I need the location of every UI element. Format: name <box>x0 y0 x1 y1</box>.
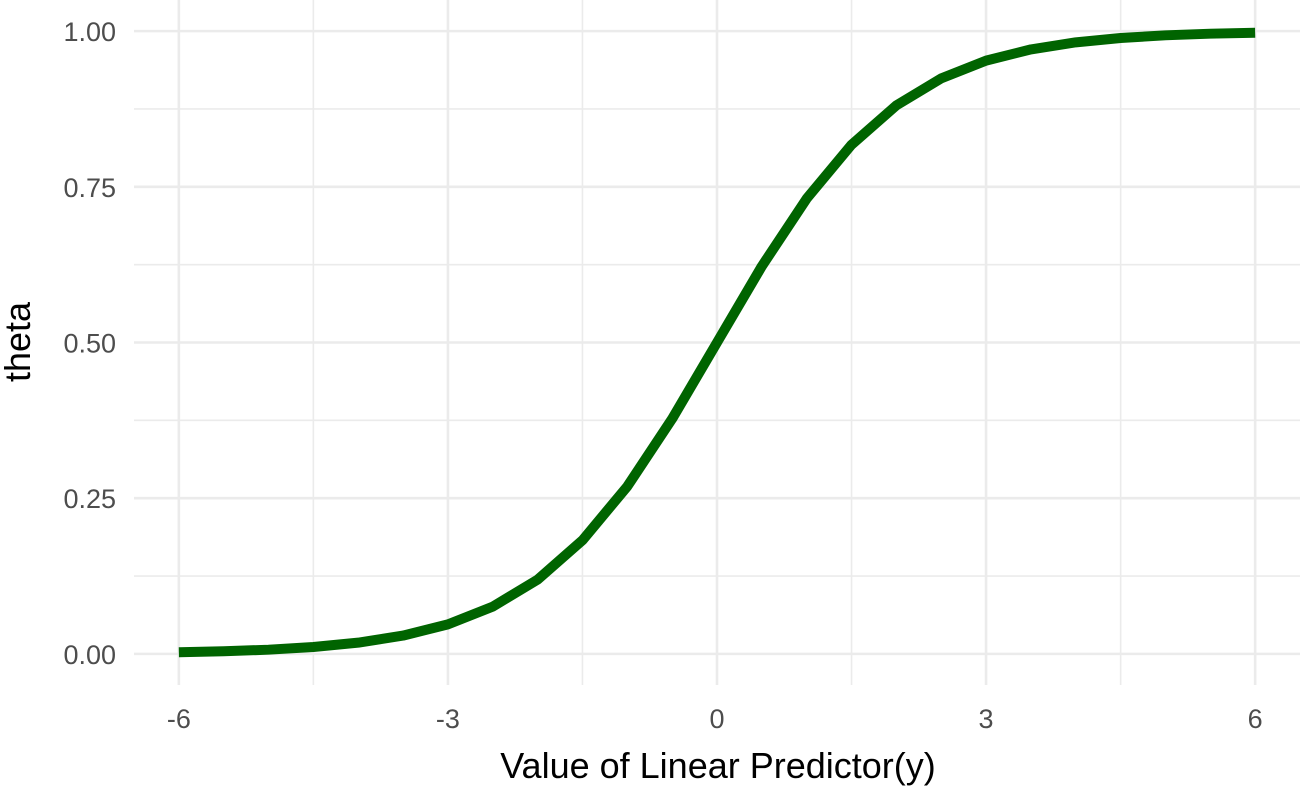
x-axis-title: Value of Linear Predictor(y) <box>500 745 936 786</box>
series-line <box>178 27 1256 658</box>
series-layer <box>178 27 1256 658</box>
y-axis-title: theta <box>0 301 38 382</box>
y-tick-label: 0.50 <box>63 329 116 359</box>
x-tick-label: 3 <box>979 704 994 734</box>
x-tick-label: 0 <box>709 704 724 734</box>
y-tick-label: 0.25 <box>63 484 116 514</box>
x-axis-tick-labels: -6 -3 0 3 6 <box>167 704 1263 734</box>
x-tick-label: -6 <box>167 704 191 734</box>
y-tick-label: 0.00 <box>63 640 116 670</box>
y-tick-label: 1.00 <box>63 17 116 47</box>
y-axis-tick-labels: 0.00 0.25 0.50 0.75 1.00 <box>63 17 116 670</box>
major-gridlines <box>134 0 1300 685</box>
x-tick-label: 6 <box>1248 704 1263 734</box>
x-tick-label: -3 <box>436 704 460 734</box>
y-tick-label: 0.75 <box>63 173 116 203</box>
